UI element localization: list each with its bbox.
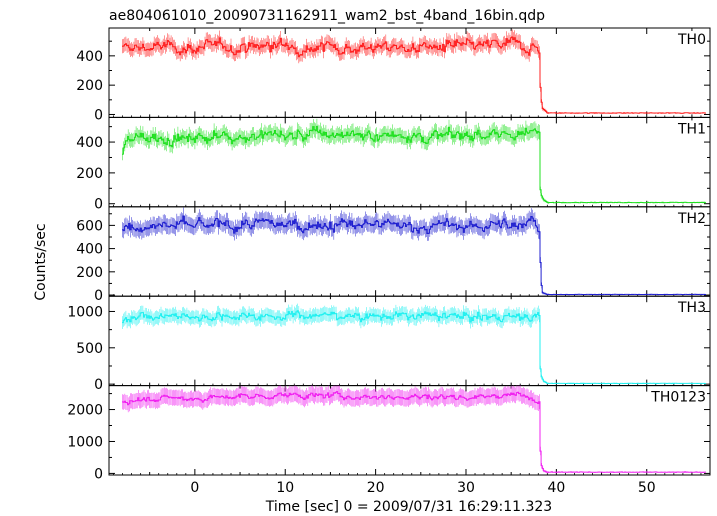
y-tick-label: 600 <box>76 218 103 234</box>
x-tick-label: 30 <box>457 480 475 496</box>
series-line-th2 <box>122 215 706 296</box>
panel-label: TH3 <box>677 300 706 316</box>
panel-th3: 0 500 1000 TH3 <box>67 295 711 393</box>
y-tick-label: 400 <box>76 135 103 151</box>
y-tick-label: 500 <box>76 341 103 357</box>
x-tick-label: 10 <box>276 480 294 496</box>
panel-th2: 0 200 400 600 TH2 <box>76 206 711 304</box>
y-tick-label: 0 <box>94 466 103 482</box>
y-axis-title: Counts/sec <box>33 223 49 300</box>
y-tick-label: 0 <box>94 107 103 123</box>
y-tick-label: 400 <box>76 242 103 258</box>
x-axis-title: Time [sec] 0 = 2009/07/31 16:29:11.323 <box>265 499 552 515</box>
y-tick-label: 200 <box>76 78 103 94</box>
figure-title: ae804061010_20090731162911_wam2_bst_4ban… <box>109 8 545 24</box>
series-line-th0 <box>122 36 706 114</box>
panel-frame <box>108 385 711 476</box>
y-tick-label: 0 <box>94 288 103 304</box>
series-line-th3 <box>122 310 706 385</box>
y-tick-label: 2000 <box>67 403 103 419</box>
panel-label: TH1 <box>677 121 706 137</box>
panel-th1: 0 200 400 TH1 <box>76 116 711 213</box>
x-tick-label: 50 <box>638 480 656 496</box>
panel-label: TH2 <box>677 211 706 227</box>
panel-label: TH0123 <box>650 390 706 406</box>
y-tick-label: 1000 <box>67 434 103 450</box>
panel-frame <box>108 295 711 387</box>
panel-label: TH0 <box>677 32 706 48</box>
panel-th0123: 0 1000 2000 TH0123 <box>67 385 711 482</box>
error-bars-th0123 <box>122 385 549 474</box>
y-tick-label: 200 <box>76 166 103 182</box>
x-tick-label: 20 <box>367 480 385 496</box>
error-bars-th2 <box>122 207 549 296</box>
y-tick-label: 0 <box>94 197 103 213</box>
y-tick-label: 400 <box>76 49 103 65</box>
error-bars-th1 <box>122 118 549 204</box>
y-tick-label: 0 <box>94 377 103 393</box>
x-tick-label: 40 <box>547 480 565 496</box>
series-line-th1 <box>122 125 706 204</box>
error-bars-th3 <box>122 303 549 385</box>
x-tick-label: 0 <box>190 480 199 496</box>
y-tick-label: 1000 <box>67 304 103 320</box>
y-tick-label: 200 <box>76 265 103 281</box>
error-bars-th0 <box>122 29 549 114</box>
series-line-th0123 <box>122 391 706 473</box>
panel-th0: 0 200 400 TH0 <box>76 27 711 123</box>
